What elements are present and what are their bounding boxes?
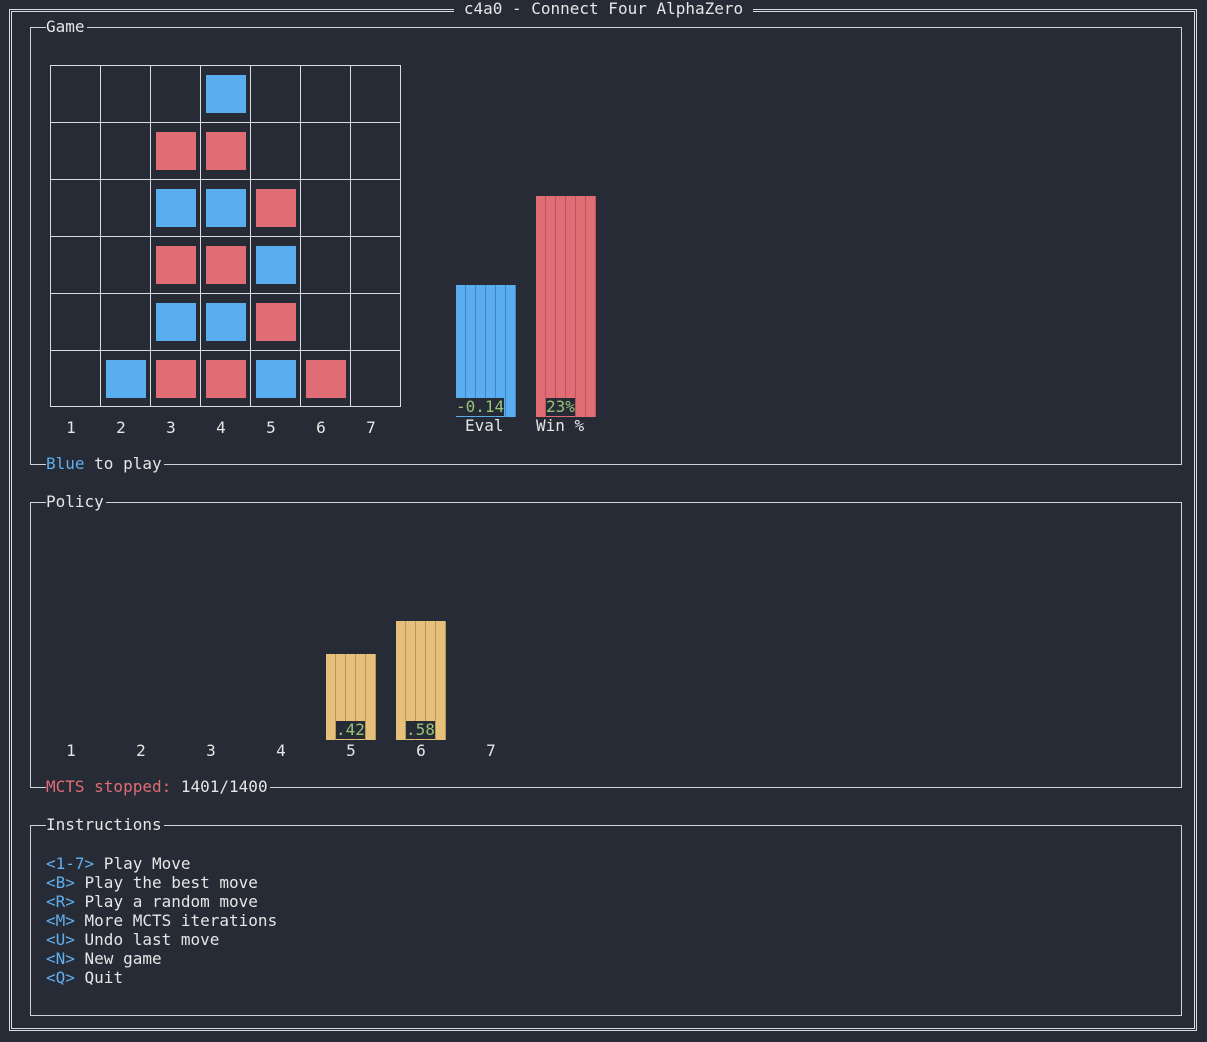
board-column-label-1[interactable]: 1 <box>66 418 76 437</box>
policy-bar-6 <box>396 621 446 740</box>
blue-disc <box>156 189 196 227</box>
window-title: c4a0 - Connect Four AlphaZero <box>453 0 754 18</box>
board-column-label-5[interactable]: 5 <box>266 418 276 437</box>
win-bar <box>536 196 596 417</box>
eval-label: Eval <box>465 416 504 435</box>
mcts-status-value: 1401/1400 <box>180 777 268 796</box>
eval-value: -0.14 <box>456 397 505 416</box>
red-disc <box>256 189 296 227</box>
board-grid-line <box>51 122 400 123</box>
turn-suffix: to play <box>94 454 162 473</box>
instruction-item: <N> New game <box>46 949 162 968</box>
instruction-text: Play the best move <box>74 873 258 892</box>
instruction-key: <N> <box>46 949 75 968</box>
game-panel <box>30 27 1182 465</box>
turn-status: Blue to play <box>46 455 164 473</box>
board-column-label-2[interactable]: 2 <box>116 418 126 437</box>
turn-player: Blue <box>46 454 85 473</box>
red-disc <box>206 132 246 170</box>
board-column-label-6[interactable]: 6 <box>316 418 326 437</box>
instruction-text: Play Move <box>94 854 191 873</box>
win-value: 23% <box>546 397 575 416</box>
red-disc <box>256 303 296 341</box>
policy-column-label-6: 6 <box>416 741 426 760</box>
instruction-item: <1-7> Play Move <box>46 854 191 873</box>
board-grid-line <box>51 350 400 351</box>
instruction-key: <1-7> <box>46 854 95 873</box>
instruction-text: Quit <box>74 968 124 987</box>
board-column-label-7[interactable]: 7 <box>366 418 376 437</box>
blue-disc <box>156 303 196 341</box>
policy-panel <box>30 502 1182 788</box>
mcts-status-label: MCTS stopped: <box>46 777 172 796</box>
policy-bar-value-6: .58 <box>406 720 435 739</box>
red-disc <box>206 246 246 284</box>
blue-disc <box>206 303 246 341</box>
win-label: Win % <box>536 416 585 435</box>
instruction-text: Undo last move <box>74 930 220 949</box>
red-disc <box>156 246 196 284</box>
board-grid-line <box>51 293 400 294</box>
mcts-status: MCTS stopped: 1401/1400 <box>46 778 270 796</box>
instructions-panel-title: Instructions <box>46 815 164 834</box>
policy-column-label-5: 5 <box>346 741 356 760</box>
red-disc <box>156 132 196 170</box>
instruction-text: New game <box>74 949 162 968</box>
instruction-key: <R> <box>46 892 75 911</box>
instruction-item: <B> Play the best move <box>46 873 258 892</box>
board-grid-line <box>51 236 400 237</box>
instruction-item: <M> More MCTS iterations <box>46 911 277 930</box>
instruction-key: <Q> <box>46 968 75 987</box>
game-board[interactable] <box>50 65 401 407</box>
instruction-item: <Q> Quit <box>46 968 123 987</box>
instruction-key: <B> <box>46 873 75 892</box>
instruction-text: Play a random move <box>74 892 258 911</box>
blue-disc <box>256 360 296 398</box>
board-grid-line <box>51 179 400 180</box>
policy-column-label-7: 7 <box>486 741 496 760</box>
instruction-item: <R> Play a random move <box>46 892 258 911</box>
game-panel-title: Game <box>46 17 87 36</box>
policy-bar-value-5: .42 <box>336 720 365 739</box>
board-column-label-3[interactable]: 3 <box>166 418 176 437</box>
instruction-key: <U> <box>46 930 75 949</box>
red-disc <box>156 360 196 398</box>
blue-disc <box>256 246 296 284</box>
blue-disc <box>206 75 246 113</box>
board-column-label-4[interactable]: 4 <box>216 418 226 437</box>
policy-column-label-3: 3 <box>206 741 216 760</box>
instruction-item: <U> Undo last move <box>46 930 219 949</box>
instructions-panel <box>30 825 1182 1016</box>
red-disc <box>206 360 246 398</box>
blue-disc <box>106 360 146 398</box>
policy-panel-title: Policy <box>46 492 106 511</box>
policy-column-label-4: 4 <box>276 741 286 760</box>
window-title-bar: c4a0 - Connect Four AlphaZero <box>0 0 1207 18</box>
policy-column-label-2: 2 <box>136 741 146 760</box>
policy-column-label-1: 1 <box>66 741 76 760</box>
instruction-key: <M> <box>46 911 75 930</box>
blue-disc <box>206 189 246 227</box>
eval-bar <box>456 285 516 417</box>
instruction-text: More MCTS iterations <box>74 911 278 930</box>
red-disc <box>306 360 346 398</box>
